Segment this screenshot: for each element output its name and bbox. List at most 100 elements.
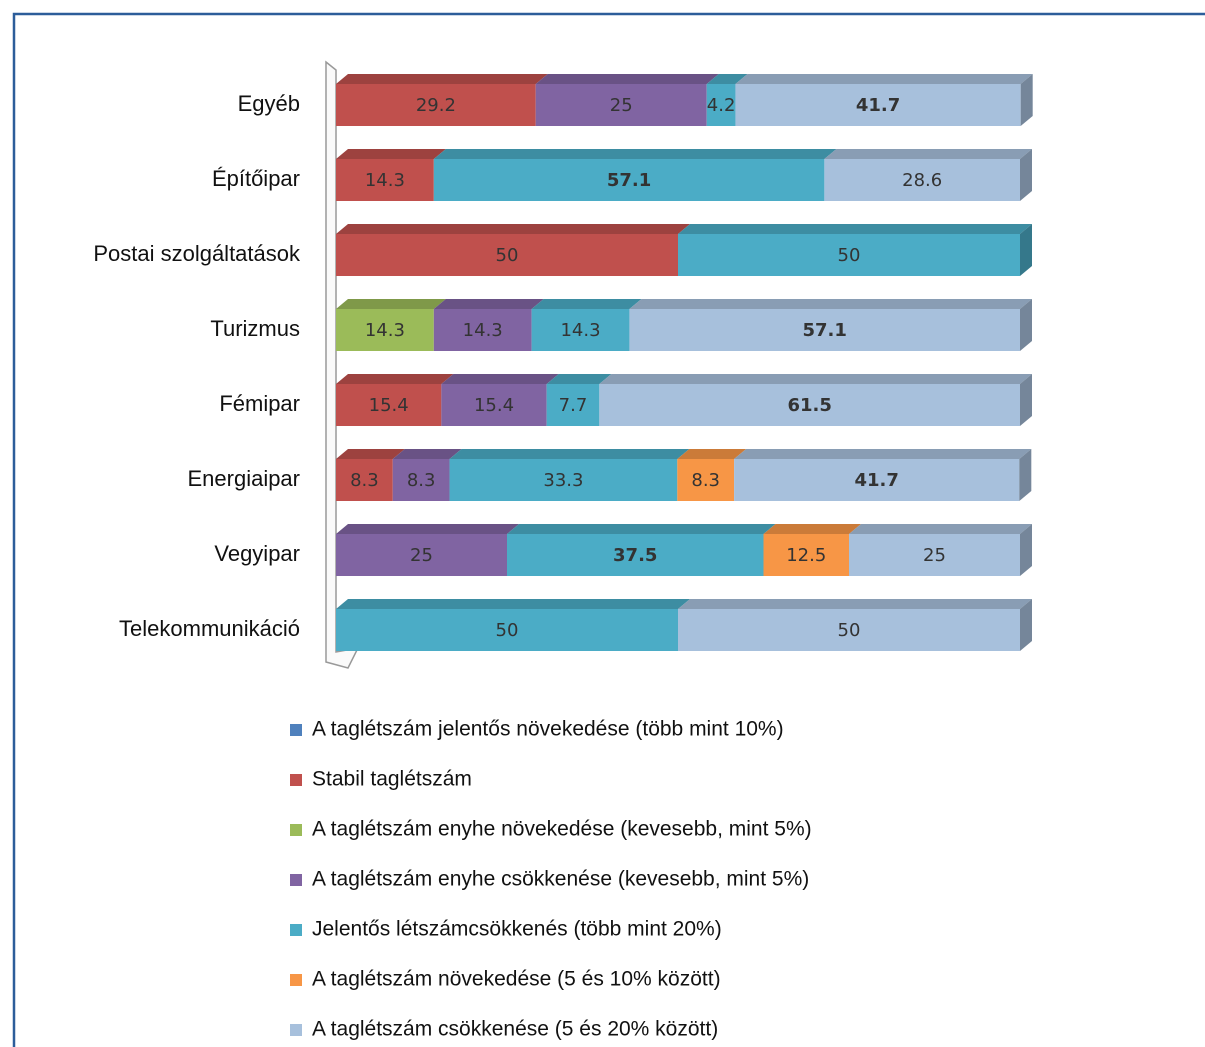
legend-label: A taglétszám csökkenése (5 és 20% között… <box>312 1018 718 1041</box>
data-label: 41.7 <box>856 95 900 116</box>
legend-swatch <box>290 874 302 886</box>
bar-top <box>677 449 747 459</box>
bar-top <box>336 224 690 234</box>
bar <box>336 384 442 426</box>
y-tick-label: Turizmus <box>210 316 300 341</box>
data-label: 33.3 <box>543 470 583 491</box>
bar-top <box>336 449 405 459</box>
data-label: 25 <box>923 545 946 566</box>
bar-top <box>336 299 446 309</box>
bar <box>336 84 536 126</box>
bar-side <box>1020 374 1032 426</box>
data-label: 14.3 <box>463 320 503 341</box>
data-label: 14.3 <box>365 170 405 191</box>
legend-label: A taglétszám enyhe növekedése (kevesebb,… <box>312 818 812 841</box>
bar <box>546 384 600 426</box>
bar-side <box>1020 599 1032 651</box>
legend-label: A taglétszám növekedése (5 és 10% között… <box>312 968 721 991</box>
bar <box>629 309 1020 351</box>
bar-side <box>1020 299 1032 351</box>
data-label: 7.7 <box>559 395 588 416</box>
bar-top <box>849 524 1032 534</box>
data-label: 57.1 <box>803 320 847 341</box>
y-tick-label: Postai szolgáltatások <box>93 241 301 266</box>
bar-top <box>433 299 544 309</box>
y-tick-label: Építőipar <box>212 166 300 191</box>
data-label: 25 <box>410 545 433 566</box>
legend-swatch <box>290 824 302 836</box>
bar-top <box>336 374 454 384</box>
legend-label: Stabil taglétszám <box>312 768 472 791</box>
bar-side <box>1020 149 1032 201</box>
y-tick-label: Telekommunikáció <box>119 616 300 641</box>
bar-top <box>678 599 1032 609</box>
bar <box>763 534 849 576</box>
bar-top <box>392 449 462 459</box>
data-label: 57.1 <box>607 170 651 191</box>
bar <box>678 234 1020 276</box>
data-label: 15.4 <box>369 395 409 416</box>
legend-swatch <box>290 974 302 986</box>
data-label: 8.3 <box>350 470 379 491</box>
bar-top <box>507 524 776 534</box>
bar <box>441 384 547 426</box>
bar-top <box>734 449 1032 459</box>
data-label: 8.3 <box>407 470 436 491</box>
bar-top <box>678 224 1032 234</box>
bar-side <box>1020 524 1032 576</box>
y-tick-label: Vegyipar <box>214 541 300 566</box>
data-label: 50 <box>496 245 519 266</box>
bar-top <box>546 374 612 384</box>
bar <box>433 309 532 351</box>
y-tick-label: Fémipar <box>219 391 300 416</box>
bar <box>336 534 507 576</box>
bar <box>706 84 736 126</box>
legend-swatch <box>290 724 302 736</box>
bar <box>531 309 630 351</box>
legend-swatch <box>290 774 302 786</box>
bar <box>678 609 1020 651</box>
data-label: 25 <box>610 95 633 116</box>
bar-top <box>336 74 548 84</box>
data-label: 14.3 <box>560 320 600 341</box>
data-label: 50 <box>496 620 519 641</box>
bar <box>824 159 1020 201</box>
legend-label: A taglétszám enyhe csökkenése (kevesebb,… <box>312 868 809 891</box>
frame <box>12 12 1205 1047</box>
data-label: 61.5 <box>787 395 831 416</box>
bar-side <box>1019 449 1032 501</box>
bar <box>849 534 1020 576</box>
bar-top <box>449 449 690 459</box>
bar-side <box>1020 74 1033 126</box>
legend-label: A taglétszám jelentős növekedése (több m… <box>312 718 784 741</box>
bar-top <box>336 524 519 534</box>
y-tick-label: Egyéb <box>238 91 300 116</box>
bar <box>677 459 735 501</box>
legend-swatch <box>290 1024 302 1036</box>
bar-top <box>433 149 837 159</box>
bar <box>535 84 707 126</box>
bar-top <box>336 149 446 159</box>
legend-swatch <box>290 924 302 936</box>
data-label: 37.5 <box>613 545 657 566</box>
bar <box>336 159 434 201</box>
bar <box>735 84 1021 126</box>
bar <box>336 459 393 501</box>
bar-top <box>336 599 690 609</box>
bar-top <box>824 149 1032 159</box>
data-label: 29.2 <box>416 95 456 116</box>
data-label: 50 <box>838 245 861 266</box>
bar <box>734 459 1020 501</box>
bar <box>507 534 764 576</box>
bar <box>336 609 678 651</box>
bar <box>336 309 434 351</box>
bar-top <box>535 74 719 84</box>
data-label: 28.6 <box>902 170 942 191</box>
y-tick-label: Energiaipar <box>187 466 300 491</box>
bar <box>449 459 678 501</box>
bar <box>336 234 678 276</box>
bar-top <box>629 299 1032 309</box>
data-label: 41.7 <box>854 470 898 491</box>
bar <box>599 384 1020 426</box>
data-label: 12.5 <box>786 545 826 566</box>
